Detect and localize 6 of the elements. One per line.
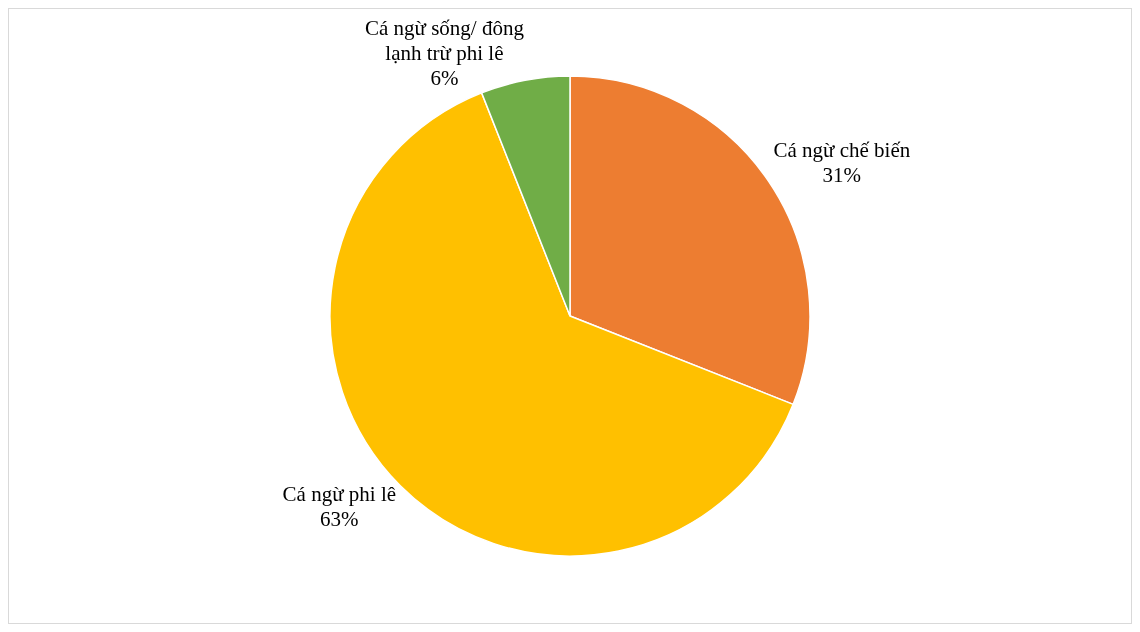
slice-label: Cá ngừ sống/ đông lạnh trừ phi lê (364, 16, 525, 66)
slice-label: Cá ngừ phi lê (282, 481, 397, 506)
data-label: 31% (822, 162, 862, 187)
slice-label: Cá ngừ chế biến (773, 137, 911, 162)
data-label: 6% (430, 66, 459, 91)
data-label: 63% (320, 506, 359, 531)
